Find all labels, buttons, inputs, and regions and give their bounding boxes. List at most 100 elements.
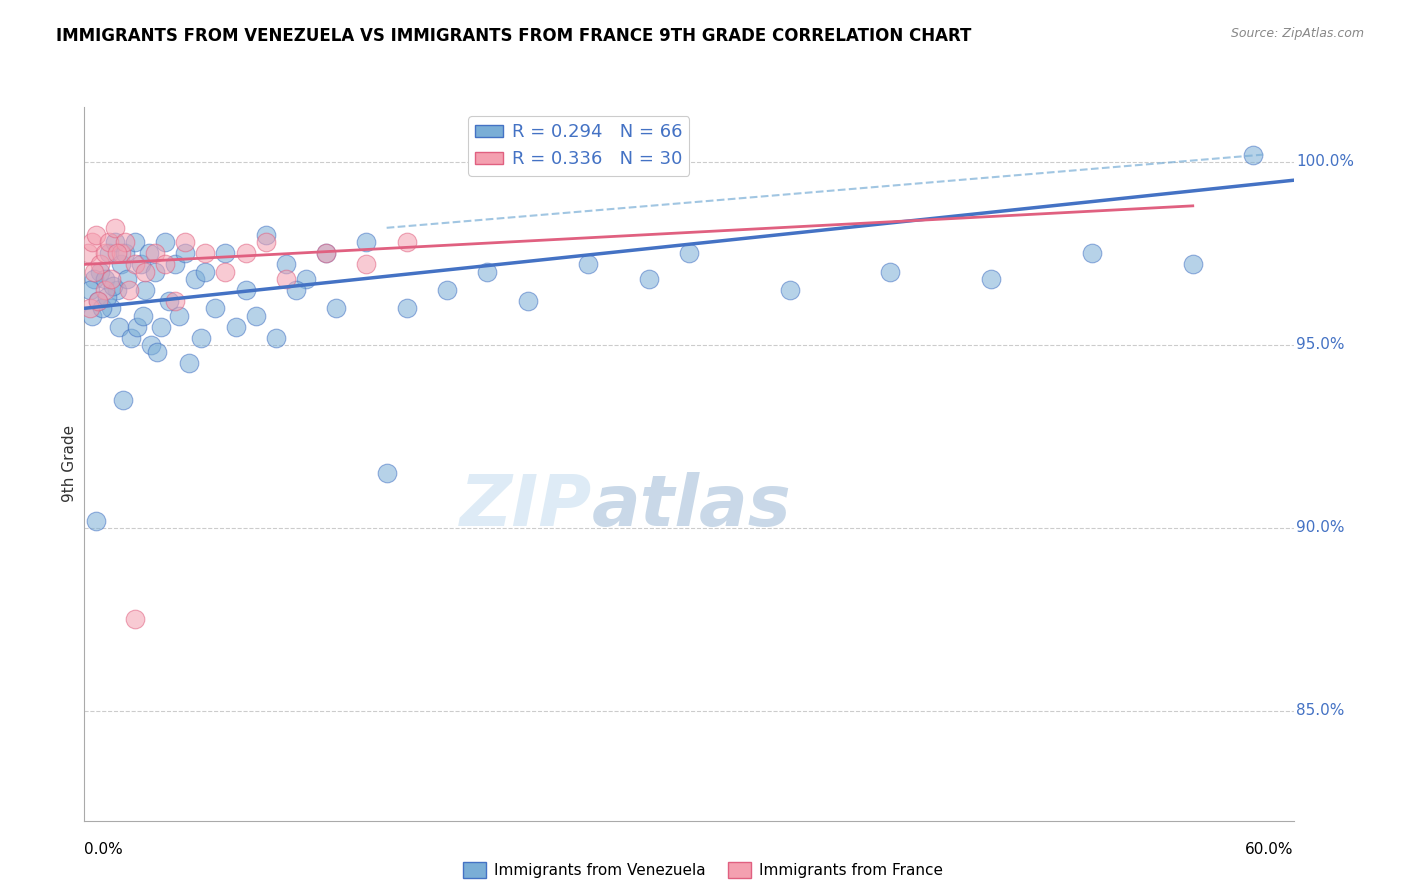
Point [79, 301, 101, 316]
Point [264, 330, 287, 344]
Point [83, 265, 105, 279]
Point [274, 272, 297, 286]
Point [315, 246, 337, 260]
Text: 60.0%: 60.0% [1246, 842, 1294, 857]
Text: atlas: atlas [592, 472, 792, 541]
Text: Source: ZipAtlas.com: Source: ZipAtlas.com [1230, 27, 1364, 40]
Point [235, 283, 257, 297]
Point [395, 235, 418, 250]
Point [678, 246, 700, 260]
Point [114, 246, 136, 260]
Point [87, 293, 110, 308]
Point [82, 235, 104, 250]
Point [86, 228, 108, 243]
Point [115, 272, 138, 286]
Point [105, 246, 128, 260]
Point [184, 272, 207, 286]
Point [96, 290, 118, 304]
Point [83, 272, 105, 286]
Text: 85.0%: 85.0% [1296, 704, 1344, 718]
Point [576, 257, 599, 271]
Point [104, 235, 127, 250]
Point [284, 283, 308, 297]
Point [89, 257, 111, 271]
Point [110, 257, 132, 271]
Point [139, 338, 162, 352]
Point [97, 235, 120, 250]
Point [143, 246, 166, 260]
Point [97, 246, 120, 260]
Point [980, 272, 1002, 286]
Point [89, 265, 111, 279]
Point [93, 272, 115, 286]
Text: 0.0%: 0.0% [84, 842, 124, 857]
Point [134, 283, 156, 297]
Point [114, 235, 136, 250]
Point [254, 228, 277, 243]
Point [174, 235, 197, 250]
Point [179, 356, 201, 370]
Text: IMMIGRANTS FROM VENEZUELA VS IMMIGRANTS FROM FRANCE 9TH GRADE CORRELATION CHART: IMMIGRANTS FROM VENEZUELA VS IMMIGRANTS … [56, 27, 972, 45]
Point [1081, 246, 1104, 260]
Point [129, 257, 152, 271]
Y-axis label: 9th Grade: 9th Grade [62, 425, 77, 502]
Point [146, 345, 169, 359]
Point [356, 257, 378, 271]
Point [125, 319, 148, 334]
Point [91, 301, 114, 316]
Point [225, 319, 247, 334]
Point [101, 279, 124, 293]
Point [87, 293, 110, 308]
Point [235, 246, 257, 260]
Point [395, 301, 418, 316]
Point [194, 265, 217, 279]
Point [153, 257, 176, 271]
Point [167, 309, 190, 323]
Point [124, 612, 146, 626]
Point [1181, 257, 1204, 271]
Point [254, 235, 277, 250]
Point [879, 265, 901, 279]
Legend: R = 0.294   N = 66, R = 0.336   N = 30: R = 0.294 N = 66, R = 0.336 N = 30 [468, 116, 689, 176]
Point [79, 283, 101, 297]
Point [124, 257, 146, 271]
Point [214, 246, 236, 260]
Point [153, 235, 176, 250]
Point [100, 272, 122, 286]
Point [274, 257, 297, 271]
Point [157, 293, 180, 308]
Point [134, 265, 156, 279]
Point [104, 220, 127, 235]
Legend: Immigrants from Venezuela, Immigrants from France: Immigrants from Venezuela, Immigrants fr… [457, 856, 949, 884]
Point [190, 330, 212, 344]
Text: 95.0%: 95.0% [1296, 337, 1344, 352]
Point [477, 265, 499, 279]
Point [93, 246, 115, 260]
Point [174, 246, 197, 260]
Point [124, 235, 146, 250]
Point [325, 301, 347, 316]
Point [375, 466, 398, 480]
Point [138, 246, 160, 260]
Point [356, 235, 378, 250]
Text: 90.0%: 90.0% [1296, 520, 1344, 535]
Point [436, 283, 458, 297]
Point [165, 293, 187, 308]
Point [165, 257, 187, 271]
Point [120, 330, 142, 344]
Point [82, 309, 104, 323]
Point [111, 392, 134, 407]
Point [214, 265, 236, 279]
Point [779, 283, 801, 297]
Point [107, 319, 129, 334]
Point [295, 272, 318, 286]
Text: ZIP: ZIP [460, 472, 592, 541]
Point [194, 246, 217, 260]
Point [86, 514, 108, 528]
Point [93, 283, 115, 297]
Point [315, 246, 337, 260]
Point [245, 309, 267, 323]
Point [149, 319, 172, 334]
Point [143, 265, 166, 279]
Point [1241, 147, 1264, 161]
